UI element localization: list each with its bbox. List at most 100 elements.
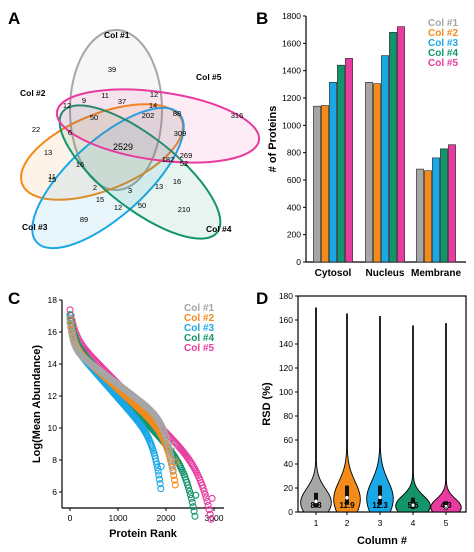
venn-region-count: 6 xyxy=(68,128,72,137)
y-tick-label: 120 xyxy=(279,363,293,373)
y-tick-label: 0 xyxy=(296,257,301,267)
bar-chart: 0 200 400 600 800 1000 1200 1400 1600 1800 # of Pr… xyxy=(267,11,466,279)
violin xyxy=(395,325,431,513)
venn-region-count: 16 xyxy=(173,177,181,186)
venn-label-col5: Col #5 xyxy=(196,72,222,82)
venn-region-count: 88 xyxy=(173,109,181,118)
data-point xyxy=(189,503,197,511)
violin xyxy=(366,315,394,513)
data-point xyxy=(66,319,74,327)
bar xyxy=(313,105,321,263)
data-point xyxy=(184,481,192,489)
median-marker xyxy=(444,505,448,509)
venn-region-count: 39 xyxy=(108,65,116,74)
venn-region-count: 202 xyxy=(142,111,155,120)
x-category-label: Cytosol xyxy=(315,268,352,279)
y-tick-label: 100 xyxy=(279,387,293,397)
data-point xyxy=(206,510,214,518)
data-point xyxy=(185,484,193,492)
venn-region-count: 11 xyxy=(101,91,109,100)
x-tick-label: 2000 xyxy=(157,513,176,523)
data-point xyxy=(171,481,179,489)
legend-entry: Col #1 xyxy=(184,303,214,314)
venn-region-count: 316 xyxy=(231,111,244,120)
violin xyxy=(300,307,332,513)
data-point xyxy=(152,457,160,465)
venn-ellipse-col4 xyxy=(58,104,222,240)
data-point xyxy=(165,446,173,454)
data-point xyxy=(201,490,209,498)
median-marker xyxy=(378,495,382,500)
x-axis-label: Protein Rank xyxy=(109,528,178,540)
data-point xyxy=(67,324,75,332)
x-tick-label: 1 xyxy=(314,518,319,528)
bar xyxy=(365,81,373,263)
y-tick-label: 1400 xyxy=(282,66,301,76)
y-tick-label: 16 xyxy=(48,327,58,337)
data-point xyxy=(205,506,213,514)
data-point xyxy=(170,476,179,484)
data-point xyxy=(66,316,74,324)
y-tick-label: 10 xyxy=(48,423,58,433)
median-label: 11.9 xyxy=(339,501,355,510)
y-tick-label: 1800 xyxy=(282,11,301,21)
data-point xyxy=(169,466,177,474)
legend-entry: Col #4 xyxy=(184,333,214,344)
data-point xyxy=(153,464,161,472)
data-point xyxy=(157,462,165,470)
bar xyxy=(337,64,345,263)
venn-region-count: 2529 xyxy=(113,142,133,152)
data-point xyxy=(165,443,173,451)
y-axis-label: RSD (%) xyxy=(261,382,273,426)
legend-entry: Col #4 xyxy=(428,48,458,59)
venn-region-count: 9 xyxy=(82,96,86,105)
bar xyxy=(448,144,456,263)
venn-region-count: 13 xyxy=(44,148,52,157)
x-tick-label: 2 xyxy=(345,518,350,528)
data-point xyxy=(192,491,200,499)
data-point xyxy=(188,498,196,506)
venn-region-count: 210 xyxy=(178,205,191,214)
legend-entry: Col #3 xyxy=(428,38,458,49)
y-tick-label: 20 xyxy=(284,483,294,493)
venn-label-col1: Col #1 xyxy=(104,30,130,40)
y-tick-label: 60 xyxy=(284,435,294,445)
venn-region-count: 12 xyxy=(114,203,122,212)
median-marker xyxy=(345,495,349,500)
data-point xyxy=(191,512,199,520)
median-label: 4.3 xyxy=(440,501,452,510)
venn-region-count: 14 xyxy=(149,101,157,110)
data-point xyxy=(155,471,163,479)
y-tick-label: 1600 xyxy=(282,38,301,48)
bar xyxy=(329,81,337,263)
data-point xyxy=(155,475,163,483)
x-tick-label: 4 xyxy=(411,518,416,528)
data-point xyxy=(185,487,194,495)
data-point xyxy=(186,491,194,499)
x-tick-label: 1000 xyxy=(109,513,128,523)
median-label: 12.3 xyxy=(372,501,388,510)
venn-region-count: 11 xyxy=(48,172,56,181)
legend-entry: Col #3 xyxy=(184,323,214,334)
iqr-box xyxy=(411,497,415,509)
venn-diagram: Col #1 Col #2 Col #3 Col #4 Col #5 39 12 9… xyxy=(20,29,261,250)
venn-region-count: 3 xyxy=(128,186,132,195)
data-point xyxy=(203,497,211,506)
venn-region-count: 12 xyxy=(63,101,71,110)
venn-region-count: 15 xyxy=(96,195,104,204)
y-tick-label: 80 xyxy=(284,411,294,421)
venn-label-col2: Col #2 xyxy=(20,88,46,98)
venn-region-count: 50 xyxy=(138,201,146,210)
venn-region-count: 52 xyxy=(180,159,188,168)
iqr-box xyxy=(345,485,349,505)
data-point xyxy=(207,515,215,523)
venn-region-count: 13 xyxy=(155,182,163,191)
data-point xyxy=(154,467,162,475)
venn-ellipse-col5 xyxy=(55,88,261,164)
x-axis-label: Column # xyxy=(357,535,407,547)
y-tick-label: 18 xyxy=(48,295,58,305)
x-category-label: Membrane xyxy=(411,268,461,279)
x-category-label: Nucleus xyxy=(366,268,405,279)
data-point xyxy=(168,461,176,469)
